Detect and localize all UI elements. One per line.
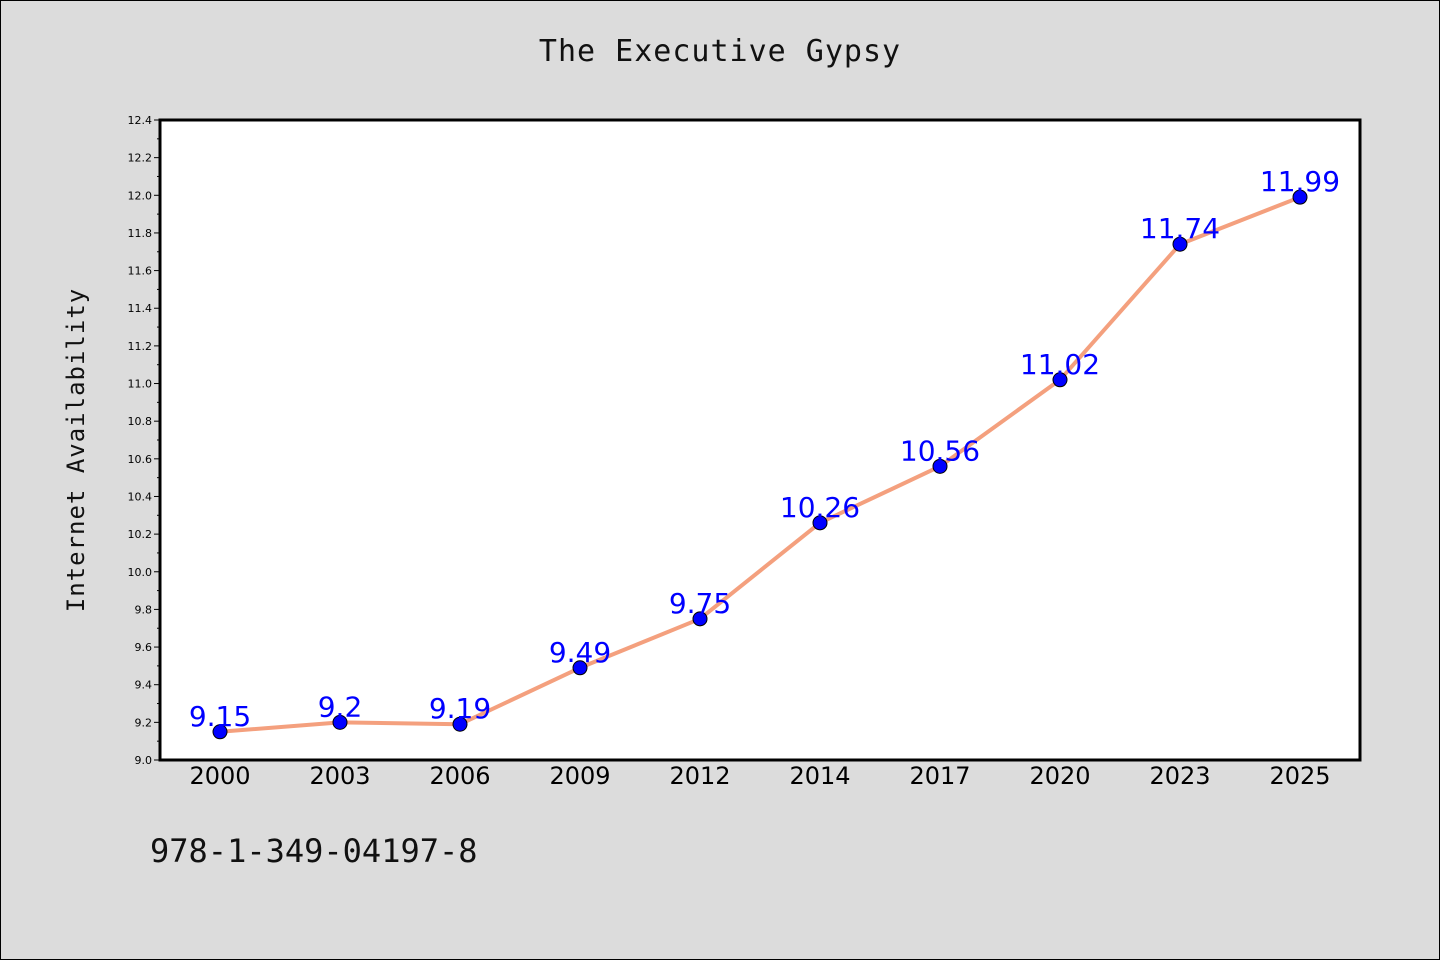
data-point [212,724,228,740]
series-line [218,195,1302,734]
x-tick-label: 2000 [189,762,250,790]
y-tick-label: 9.6 [135,641,153,654]
y-tick-label: 10.0 [128,566,153,579]
data-label: 11.02 [1020,348,1100,381]
x-tick-label: 2003 [309,762,370,790]
x-tick-label: 2009 [549,762,610,790]
y-tick-label: 11.2 [128,340,153,353]
y-tick-label: 12.0 [128,189,153,202]
y-tick-label: 11.8 [128,227,153,240]
y-tick-label: 10.8 [128,415,153,428]
y-tick-label: 9.2 [135,716,153,729]
data-point [692,611,708,627]
data-label: 9.15 [189,700,251,733]
data-point [812,515,828,531]
axes: 9.0 9.2 9.4 9.6 9.8 10.0 10.2 10.4 10.6 10.8 11.0 1… [128,114,1331,790]
data-label: 10.26 [780,491,860,524]
data-label: 9.49 [549,636,611,669]
data-point [1172,236,1188,252]
plot-area [158,118,1362,762]
data-point [932,458,948,474]
data-label: 11.99 [1260,165,1340,198]
data-point [452,716,468,732]
y-tick-label: 9.8 [135,603,153,616]
isbn-text: 978-1-349-04197-8 [150,832,478,870]
y-tick-label: 11.0 [128,378,153,391]
chart-title: The Executive Gypsy [538,34,902,69]
data-label: 9.19 [429,692,491,725]
data-label: 9.75 [669,587,731,620]
data-label: 11.74 [1140,212,1220,245]
series-group: 9.15 9.2 9.19 9.49 9.75 10.26 10.56 11.02 11.74 1… [189,165,1340,740]
y-tick-label: 9.4 [135,679,153,692]
y-tick-label: 10.2 [128,528,153,541]
data-point [1292,189,1308,205]
x-tick-label: 2014 [789,762,850,790]
x-tick-label: 2017 [909,762,970,790]
data-label: 9.2 [318,690,363,723]
y-tick-label: 12.4 [128,114,153,127]
y-tick-label: 10.4 [128,490,153,503]
data-point [1052,372,1068,388]
x-tick-label: 2025 [1269,762,1330,790]
y-tick-label: 11.4 [128,302,153,315]
x-tick-label: 2020 [1029,762,1090,790]
data-point [332,714,348,730]
x-tick-label: 2023 [1149,762,1210,790]
data-point [572,660,588,676]
y-tick-label: 10.6 [128,453,153,466]
x-tick-label: 2006 [429,762,490,790]
y-tick-label: 9.0 [135,754,153,767]
y-tick-label: 11.6 [128,265,153,278]
x-tick-label: 2012 [669,762,730,790]
data-label: 10.56 [900,434,980,467]
y-tick-label: 12.2 [128,152,153,165]
